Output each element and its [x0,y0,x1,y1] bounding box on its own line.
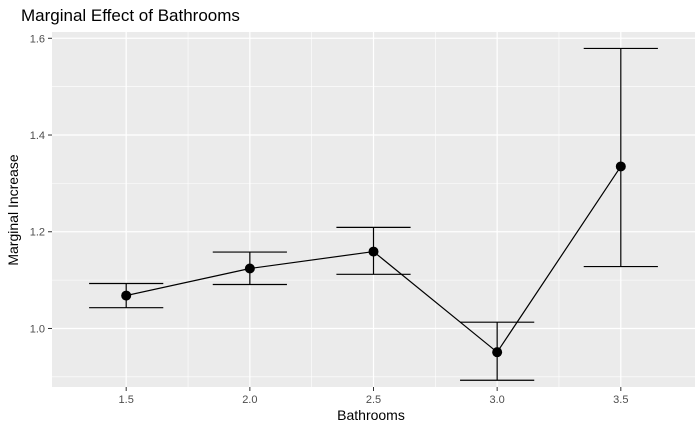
data-point [368,246,379,257]
data-point [492,347,503,358]
data-point [121,290,132,301]
data-point [244,263,255,274]
y-tick-label: 1.6 [30,33,45,45]
x-tick-label: 3.5 [613,394,628,406]
y-tick-label: 1.2 [30,227,45,239]
x-tick-label: 2.5 [366,394,381,406]
data-layer [89,47,658,381]
x-tick-label: 2.0 [242,394,257,406]
x-tick-label: 1.5 [119,394,134,406]
x-tick-label: 3.0 [490,394,505,406]
x-axis-title: Bathrooms [337,407,405,423]
axis-ticks: 1.5 2.0 2.5 3.0 3.5 1.0 1.2 1.4 1.6 [30,33,629,406]
y-axis-title: Marginal Increase [5,154,21,265]
y-tick-label: 1.0 [30,323,45,335]
data-point [615,161,626,172]
chart-title: Marginal Effect of Bathrooms [21,6,240,25]
y-tick-label: 1.4 [30,130,45,142]
